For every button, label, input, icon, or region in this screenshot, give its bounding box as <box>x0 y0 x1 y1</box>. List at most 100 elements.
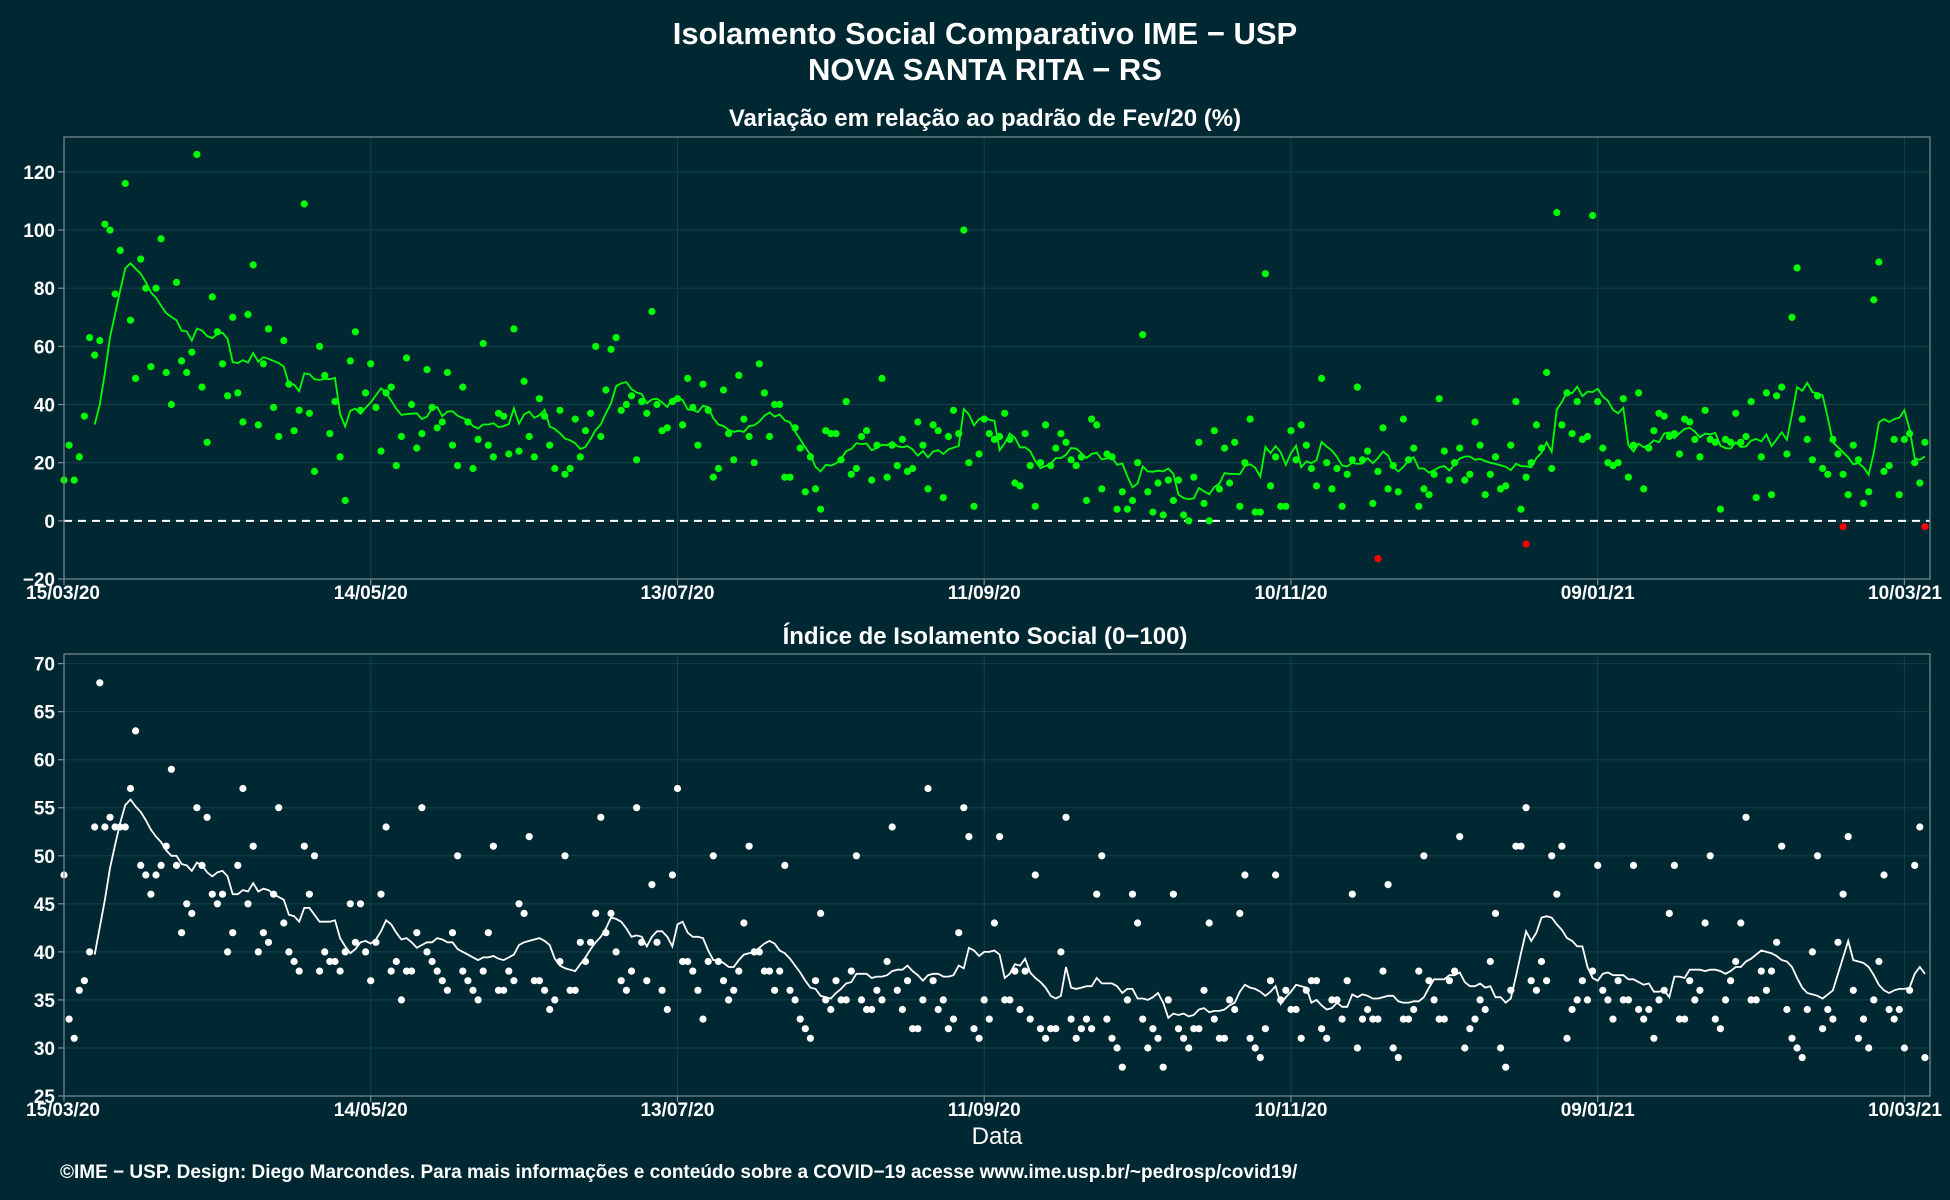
variation-data-point <box>1404 456 1413 464</box>
variation-data-point <box>638 398 646 406</box>
variation-data-point <box>1451 459 1459 467</box>
index-data-point <box>643 977 651 985</box>
index-data-point <box>934 1005 942 1014</box>
index-data-point <box>806 1034 815 1042</box>
variation-data-point <box>1599 444 1607 452</box>
index-data-point <box>592 909 600 918</box>
variation-x-tick-label: 10/11/20 <box>1254 583 1327 604</box>
variation-data-point <box>1619 395 1627 403</box>
variation-data-point <box>300 200 308 208</box>
index-data-point <box>1737 919 1745 927</box>
variation-data-point <box>1430 470 1438 478</box>
variation-data-point <box>1829 435 1837 443</box>
index-data-point <box>459 967 467 975</box>
variation-data-point <box>1287 427 1295 435</box>
index-data-point <box>1333 996 1341 1004</box>
variation-data-point <box>663 424 671 432</box>
variation-data-point <box>893 462 901 470</box>
index-data-point <box>725 996 733 1004</box>
index-data-point <box>1885 1005 1893 1014</box>
variation-data-point <box>132 374 140 382</box>
variation-data-point <box>1839 470 1847 478</box>
variation-data-point <box>392 462 400 470</box>
index-data-point <box>1686 977 1694 985</box>
index-data-point <box>1185 1044 1193 1052</box>
index-data-point <box>295 967 303 975</box>
variation-data-point <box>1195 438 1203 446</box>
variation-data-point <box>474 435 482 443</box>
variation-data-point <box>1762 389 1770 397</box>
variation-data-point <box>1727 438 1735 446</box>
index-data-point <box>1215 1034 1223 1042</box>
index-data-point <box>1849 986 1857 994</box>
variation-data-point <box>183 368 191 377</box>
variation-data-point <box>1220 444 1229 452</box>
index-data-point <box>622 986 631 994</box>
variation-data-point <box>1226 479 1234 487</box>
index-data-point <box>413 929 421 937</box>
index-data-point <box>1082 1015 1091 1023</box>
index-data-point <box>121 823 129 831</box>
index-data-point <box>1701 919 1709 927</box>
variation-data-point <box>597 432 605 441</box>
variation-data-point <box>1788 313 1796 321</box>
variation-data-point <box>1670 430 1678 438</box>
index-data-point <box>684 957 692 966</box>
variation-data-point <box>259 360 267 368</box>
index-data-point <box>750 948 758 956</box>
index-data-point <box>1139 1015 1147 1023</box>
variation-data-point <box>1369 499 1377 507</box>
index-y-tick-label: 35 <box>34 991 56 1012</box>
index-data-point <box>454 852 462 860</box>
index-data-point <box>576 938 584 946</box>
variation-negative-point <box>1839 523 1847 531</box>
index-data-point <box>847 967 855 975</box>
index-data-point <box>157 861 165 870</box>
index-data-point <box>254 948 262 956</box>
index-data-point <box>903 977 912 985</box>
index-data-point <box>1619 996 1627 1004</box>
index-data-point <box>1164 996 1172 1004</box>
index-data-point <box>817 909 825 918</box>
index-data-point <box>305 890 313 898</box>
variation-data-point <box>1149 508 1157 516</box>
variation-data-point <box>873 441 881 449</box>
index-data-point <box>668 871 677 879</box>
variation-data-point <box>433 424 441 432</box>
variation-data-point <box>1297 421 1305 429</box>
index-data-point <box>1312 977 1321 985</box>
variation-data-point <box>985 430 993 438</box>
index-data-point <box>1113 1044 1121 1052</box>
index-data-point <box>914 1025 922 1033</box>
variation-data-point <box>96 337 104 345</box>
variation-data-point <box>970 502 978 510</box>
variation-data-point <box>310 467 319 475</box>
variation-data-point <box>520 377 528 385</box>
index-data-point <box>863 1005 871 1014</box>
index-data-point <box>1691 996 1699 1004</box>
variation-data-point <box>1307 464 1315 473</box>
variation-data-point <box>1502 482 1510 490</box>
index-data-point <box>1451 967 1459 975</box>
variation-data-point <box>1067 456 1075 464</box>
variation-data-point <box>413 444 421 452</box>
variation-data-point <box>367 360 375 368</box>
variation-data-point <box>719 386 728 394</box>
index-data-point <box>1670 861 1678 870</box>
index-data-point <box>1302 986 1310 994</box>
variation-data-point <box>137 255 145 263</box>
index-data-point <box>1517 842 1525 850</box>
variation-data-point <box>1865 488 1873 496</box>
index-data-point <box>1251 1044 1259 1052</box>
index-data-point <box>1231 1005 1239 1014</box>
index-data-point <box>1456 833 1464 841</box>
index-data-point <box>198 861 206 870</box>
variation-data-point <box>1890 435 1898 443</box>
index-data-point <box>1558 842 1566 850</box>
variation-data-point <box>883 473 891 481</box>
index-x-tick-label: 14/05/20 <box>334 1100 408 1121</box>
index-data-point <box>1042 1034 1050 1042</box>
variation-data-point <box>684 374 692 382</box>
variation-data-point <box>1251 508 1259 516</box>
index-data-point <box>1476 996 1484 1004</box>
